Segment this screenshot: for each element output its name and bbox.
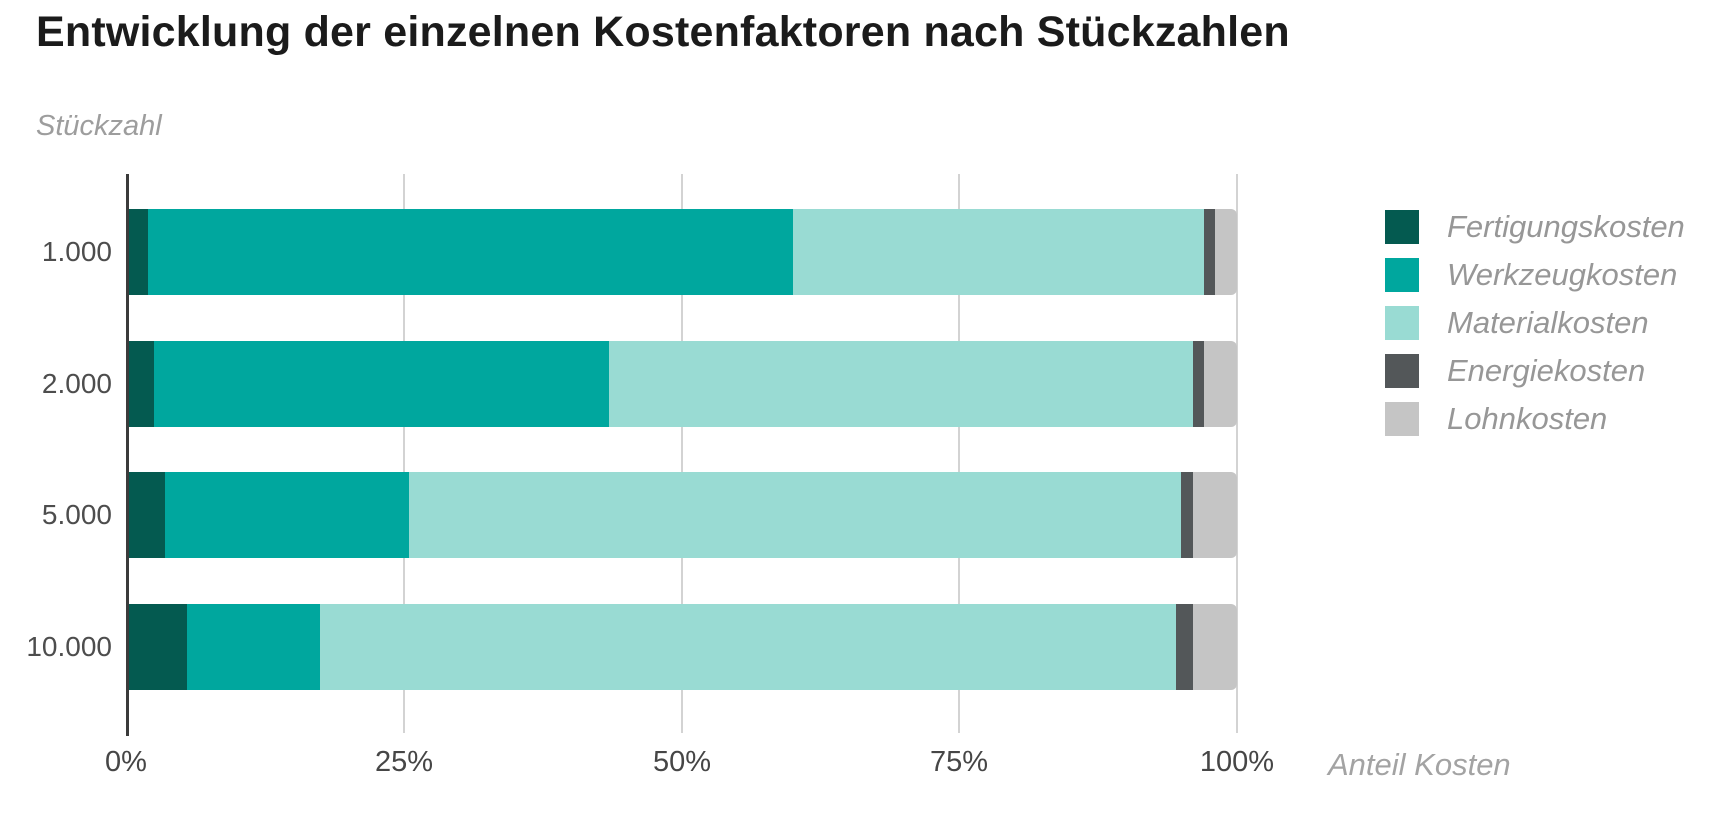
x-tick-label-25pct: 25% (374, 746, 434, 778)
bar-segment-lohnkosten (1192, 604, 1237, 690)
bar-row-5.000 (126, 472, 1237, 558)
bar-segment-energiekosten (1192, 341, 1204, 427)
bar-segment-energiekosten (1175, 604, 1193, 690)
legend-swatch-energiekosten (1385, 354, 1419, 388)
bar-row-1.000 (126, 209, 1237, 295)
bar-segment-energiekosten (1181, 472, 1193, 558)
legend: Fertigungskosten Werkzeugkosten Materialko… (1385, 209, 1685, 450)
bar-segment-materialkosten (609, 341, 1193, 427)
legend-label-energiekosten: Energiekosten (1447, 353, 1646, 388)
bar-segment-fertigungskosten (126, 472, 165, 558)
legend-item-energiekosten: Energiekosten (1385, 353, 1685, 388)
bar-row-10.000 (126, 604, 1237, 690)
chart-title: Entwicklung der einzelnen Kostenfaktoren… (36, 8, 1290, 56)
legend-label-fertigungskosten: Fertigungskosten (1447, 209, 1685, 244)
bar-segment-lohnkosten (1203, 341, 1237, 427)
bar-segment-lohnkosten (1192, 472, 1237, 558)
bar-segment-fertigungskosten (126, 604, 188, 690)
x-tick-label-100pct: 100% (1199, 746, 1275, 778)
bar-segment-fertigungskosten (126, 209, 149, 295)
legend-swatch-materialkosten (1385, 306, 1419, 340)
legend-swatch-werkzeugkosten (1385, 258, 1419, 292)
gridline-75 (958, 174, 961, 733)
legend-item-werkzeugkosten: Werkzeugkosten (1385, 257, 1685, 292)
legend-label-lohnkosten: Lohnkosten (1447, 401, 1608, 436)
y-tick-label-2.000: 2.000 (41, 368, 112, 399)
bar-segment-energiekosten (1203, 209, 1215, 295)
legend-item-fertigungskosten: Fertigungskosten (1385, 209, 1685, 244)
x-tick-label-75pct: 75% (929, 746, 989, 778)
bar-segment-werkzeugkosten (153, 341, 610, 427)
gridline-25 (402, 174, 405, 733)
bar-segment-materialkosten (409, 472, 1182, 558)
legend-swatch-fertigungskosten (1385, 210, 1419, 244)
bar-segment-werkzeugkosten (148, 209, 793, 295)
plot-area (126, 174, 1238, 736)
x-axis-title: Anteil Kosten (1328, 747, 1511, 782)
y-axis-title: Stückzahl (36, 110, 162, 142)
y-tick-label-10.000: 10.000 (26, 631, 112, 662)
legend-label-werkzeugkosten: Werkzeugkosten (1447, 257, 1678, 292)
bar-segment-materialkosten (320, 604, 1176, 690)
y-axis-line (126, 174, 129, 736)
legend-label-materialkosten: Materialkosten (1447, 305, 1649, 340)
legend-item-lohnkosten: Lohnkosten (1385, 401, 1685, 436)
bar-row-2.000 (126, 341, 1237, 427)
y-tick-label-5.000: 5.000 (41, 499, 112, 530)
bar-segment-materialkosten (792, 209, 1204, 295)
gridline-100 (1236, 174, 1238, 733)
legend-item-materialkosten: Materialkosten (1385, 305, 1685, 340)
x-tick-label-50pct: 50% (652, 746, 712, 778)
legend-swatch-lohnkosten (1385, 402, 1419, 436)
gridline-50 (680, 174, 683, 733)
bar-segment-fertigungskosten (126, 341, 154, 427)
y-tick-label-1.000: 1.000 (41, 236, 112, 267)
bar-segment-werkzeugkosten (164, 472, 410, 558)
x-tick-label-0pct: 0% (105, 746, 147, 778)
bar-segment-werkzeugkosten (187, 604, 321, 690)
bar-segment-lohnkosten (1214, 209, 1237, 295)
